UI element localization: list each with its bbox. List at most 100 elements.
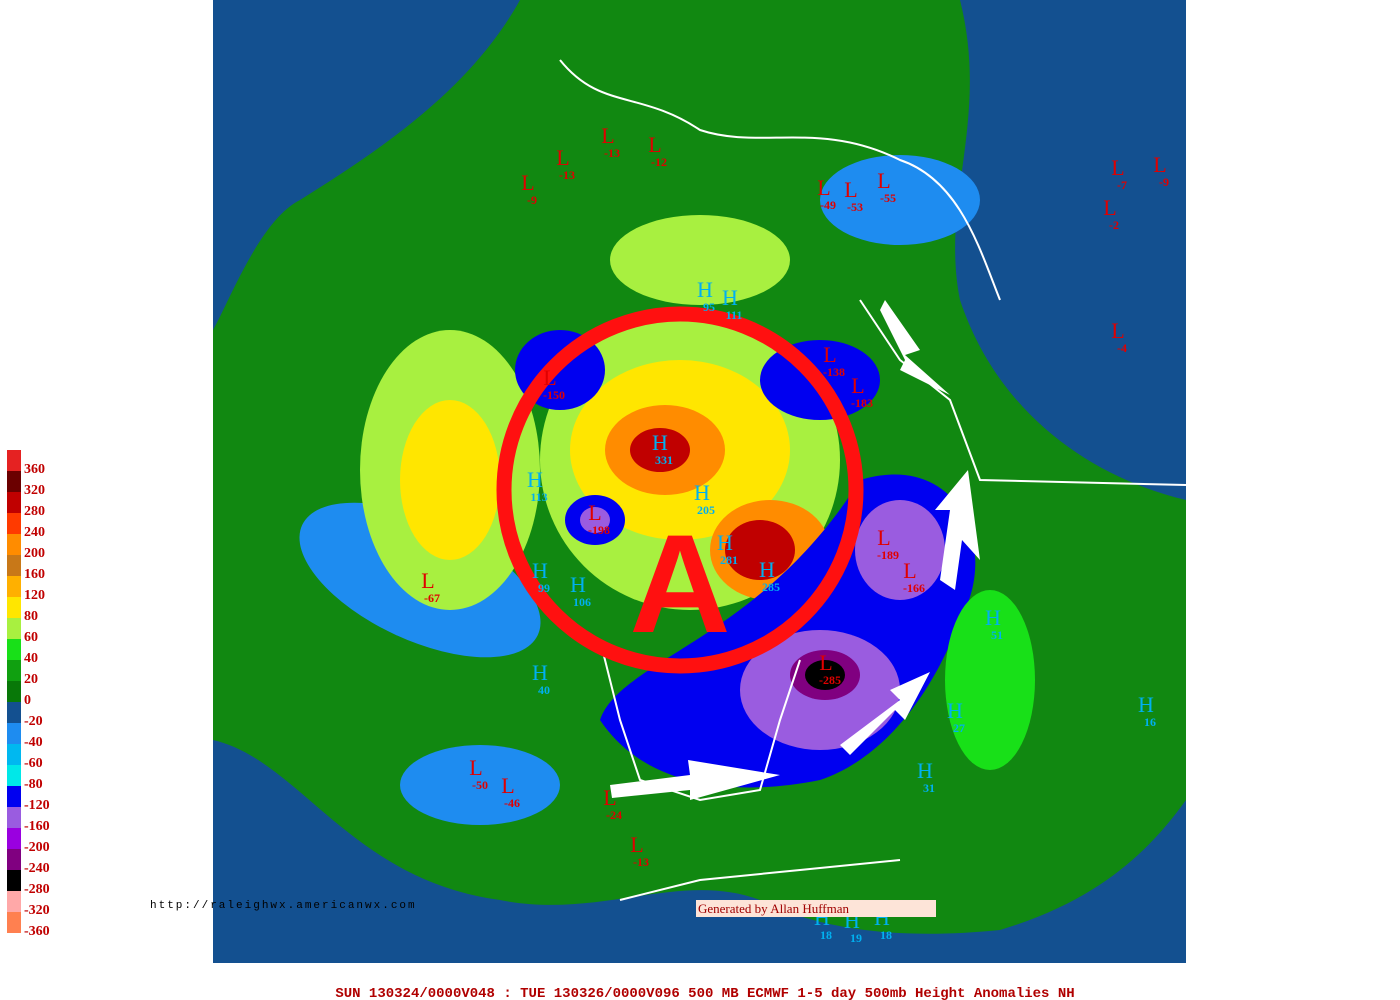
center-value: -46 <box>504 796 520 810</box>
legend-swatch <box>7 744 21 765</box>
legend-swatch <box>7 765 21 786</box>
center-value: -138 <box>823 365 845 379</box>
center-value: 111 <box>726 308 743 322</box>
footer: SUN 130324/0000V048 : TUE 130326/0000V09… <box>335 986 1074 1000</box>
center-symbol: H <box>694 480 710 505</box>
legend-label: -60 <box>24 756 43 771</box>
center-value: -67 <box>424 591 440 605</box>
center-value: -24 <box>606 808 622 822</box>
center-symbol: L <box>1111 155 1124 180</box>
center-value: -13 <box>604 146 620 160</box>
center-value: -9 <box>527 193 537 207</box>
legend-swatch <box>7 471 21 492</box>
center-symbol: H <box>527 467 543 492</box>
legend-label: 240 <box>24 525 45 540</box>
legend-label: 280 <box>24 504 45 519</box>
center-value: -183 <box>851 396 873 410</box>
legend-label: -120 <box>24 798 50 813</box>
legend-swatch <box>7 807 21 828</box>
center-symbol: L <box>844 177 857 202</box>
legend-swatch <box>7 450 21 471</box>
center-symbol: H <box>652 430 668 455</box>
legend-swatch <box>7 618 21 639</box>
legend-swatch <box>7 660 21 681</box>
center-symbol: L <box>877 525 890 550</box>
legend-label: 200 <box>24 546 45 561</box>
legend-swatch <box>7 492 21 513</box>
center-value: -13 <box>559 168 575 182</box>
legend-label: -80 <box>24 777 43 792</box>
coastlines <box>559 59 1187 901</box>
center-value: 281 <box>720 553 738 567</box>
center-symbol: L <box>1111 318 1124 343</box>
center-symbol: L <box>1153 152 1166 177</box>
center-value: -2 <box>1109 218 1119 232</box>
legend-label: 360 <box>24 462 45 477</box>
center-value: 19 <box>850 931 862 945</box>
center-value: 95 <box>703 300 715 314</box>
center-value: -198 <box>588 523 610 537</box>
center-value: -13 <box>633 855 649 869</box>
center-symbol: H <box>532 558 548 583</box>
legend-label: -200 <box>24 840 50 855</box>
legend-label: -240 <box>24 861 50 876</box>
legend-swatch <box>7 870 21 891</box>
center-symbol: L <box>630 832 643 857</box>
center-value: -189 <box>877 548 899 562</box>
center-value: 205 <box>697 503 715 517</box>
center-symbol: L <box>823 342 836 367</box>
center-value: 27 <box>953 721 965 735</box>
center-value: 16 <box>1144 715 1156 729</box>
center-symbol: H <box>985 605 1001 630</box>
legend-swatch <box>7 534 21 555</box>
center-value: 106 <box>573 595 591 609</box>
center-value: -50 <box>472 778 488 792</box>
center-symbol: L <box>903 558 916 583</box>
pressure-centers: L-13L-13L-9L-12L-49L-53L-55L-7L-9L-2L-4H… <box>421 123 1169 945</box>
legend-swatch <box>7 576 21 597</box>
center-symbol: L <box>601 123 614 148</box>
center-symbol: L <box>501 773 514 798</box>
legend-label: 20 <box>24 672 38 687</box>
center-value: 18 <box>880 928 892 942</box>
center-symbol: H <box>722 285 738 310</box>
center-value: -12 <box>651 155 667 169</box>
legend-swatch <box>7 681 21 702</box>
legend-label: -20 <box>24 714 43 729</box>
center-value: 18 <box>820 928 832 942</box>
center-value: 285 <box>762 580 780 594</box>
legend-label: -160 <box>24 819 50 834</box>
center-symbol: H <box>917 758 933 783</box>
legend-swatch <box>7 723 21 744</box>
center-symbol: H <box>697 277 713 302</box>
legend-label: -320 <box>24 903 50 918</box>
legend-label: 320 <box>24 483 45 498</box>
center-symbol: L <box>588 500 601 525</box>
legend-swatch <box>7 597 21 618</box>
center-value: 113 <box>530 490 547 504</box>
legend-label: 160 <box>24 567 45 582</box>
center-symbol: H <box>717 530 733 555</box>
legend-label: 40 <box>24 651 38 666</box>
anomaly-fields <box>213 0 1186 963</box>
source-url: http://raleighwx.americanwx.com <box>150 900 417 912</box>
center-value: -7 <box>1117 178 1127 192</box>
legend-swatch <box>7 555 21 576</box>
legend-swatch <box>7 891 21 912</box>
center-value: -4 <box>1117 341 1127 355</box>
legend-swatch <box>7 639 21 660</box>
legend-swatch <box>7 849 21 870</box>
center-symbol: L <box>521 170 534 195</box>
legend-swatch <box>7 702 21 723</box>
center-symbol: H <box>947 698 963 723</box>
center-value: -9 <box>1159 175 1169 189</box>
center-symbol: H <box>1138 692 1154 717</box>
center-symbol: H <box>570 572 586 597</box>
center-value: 40 <box>538 683 550 697</box>
center-value: 51 <box>991 628 1003 642</box>
center-symbol: L <box>543 365 556 390</box>
annotation-letter: A <box>629 505 730 662</box>
legend-label: 0 <box>24 693 31 708</box>
center-symbol: H <box>759 557 775 582</box>
